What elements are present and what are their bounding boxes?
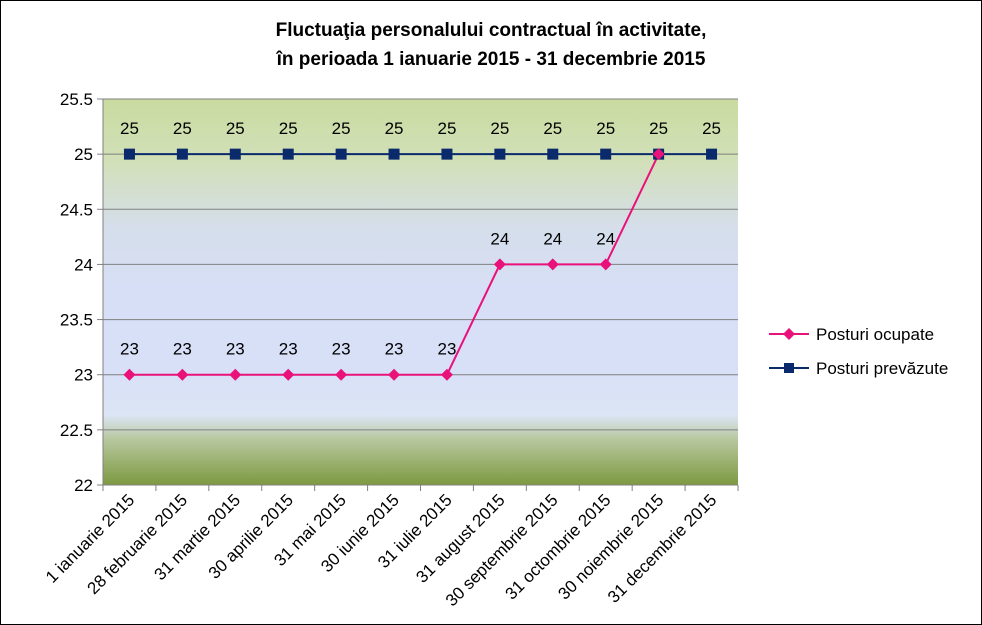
data-label: 25 bbox=[649, 119, 668, 138]
data-point bbox=[229, 148, 241, 160]
data-point bbox=[282, 148, 294, 160]
data-label: 23 bbox=[279, 340, 298, 359]
data-point bbox=[176, 368, 189, 381]
y-tick-label: 24.5 bbox=[60, 200, 93, 219]
legend-marker-posturi-prevazute bbox=[784, 363, 794, 373]
plot-area bbox=[103, 99, 738, 485]
chart-title-line-2: în perioada 1 ianuarie 2015 - 31 decembr… bbox=[276, 49, 706, 70]
chart-title-line-1: Fluctuaţia personalului contractual în a… bbox=[276, 20, 707, 41]
y-tick-label: 22 bbox=[74, 476, 93, 495]
data-point bbox=[600, 148, 612, 160]
data-point bbox=[335, 368, 348, 381]
data-point bbox=[388, 148, 400, 160]
legend: Posturi ocupate Posturi prevăzute bbox=[769, 325, 948, 378]
data-label: 23 bbox=[226, 340, 245, 359]
data-point bbox=[229, 368, 242, 381]
data-label: 24 bbox=[596, 229, 615, 248]
y-tick-label: 23.5 bbox=[60, 311, 93, 330]
data-point bbox=[388, 368, 401, 381]
y-tick-label: 22.5 bbox=[60, 421, 93, 440]
data-label: 25 bbox=[596, 119, 615, 138]
y-axis-ticks: 22 22.5 23 23.5 24 24.5 25 25.5 bbox=[60, 90, 103, 495]
data-point bbox=[493, 258, 506, 271]
data-point bbox=[546, 258, 559, 271]
data-label: 25 bbox=[173, 119, 192, 138]
x-tick-label: 28 februarie 2015 bbox=[84, 490, 192, 598]
legend-label-posturi-ocupate: Posturi ocupate bbox=[816, 325, 934, 344]
data-point bbox=[123, 368, 136, 381]
data-point bbox=[547, 148, 559, 160]
data-label: 24 bbox=[490, 229, 509, 248]
data-label: 25 bbox=[702, 119, 721, 138]
data-label: 23 bbox=[437, 340, 456, 359]
data-point bbox=[440, 368, 453, 381]
y-tick-label: 25.5 bbox=[60, 90, 93, 109]
data-point bbox=[652, 148, 665, 161]
data-point bbox=[441, 148, 453, 160]
data-labels: 25 25 25 25 25 25 25 25 25 25 25 25 23 23 23 23 23 23 23 24… bbox=[120, 119, 721, 359]
data-point bbox=[282, 368, 295, 381]
data-point bbox=[706, 148, 718, 160]
x-tick-label: 1 ianuarie 2015 bbox=[42, 490, 138, 586]
data-point bbox=[335, 148, 347, 160]
data-label: 23 bbox=[385, 340, 404, 359]
data-label: 23 bbox=[120, 340, 139, 359]
data-point bbox=[123, 148, 135, 160]
data-label: 25 bbox=[120, 119, 139, 138]
y-tick-label: 25 bbox=[74, 145, 93, 164]
data-point bbox=[599, 258, 612, 271]
legend-label-posturi-prevazute: Posturi prevăzute bbox=[816, 359, 948, 378]
data-point bbox=[494, 148, 506, 160]
y-tick-label: 23 bbox=[74, 366, 93, 385]
y-tick-label: 24 bbox=[74, 255, 93, 274]
data-label: 25 bbox=[279, 119, 298, 138]
data-label: 25 bbox=[543, 119, 562, 138]
data-point bbox=[176, 148, 188, 160]
data-label: 25 bbox=[226, 119, 245, 138]
data-label: 23 bbox=[173, 340, 192, 359]
legend-marker-posturi-ocupate bbox=[783, 328, 795, 340]
data-label: 25 bbox=[437, 119, 456, 138]
data-label: 25 bbox=[490, 119, 509, 138]
series-layer bbox=[123, 148, 718, 381]
data-label: 23 bbox=[332, 340, 351, 359]
data-label: 24 bbox=[543, 229, 562, 248]
data-label: 25 bbox=[332, 119, 351, 138]
data-label: 25 bbox=[385, 119, 404, 138]
